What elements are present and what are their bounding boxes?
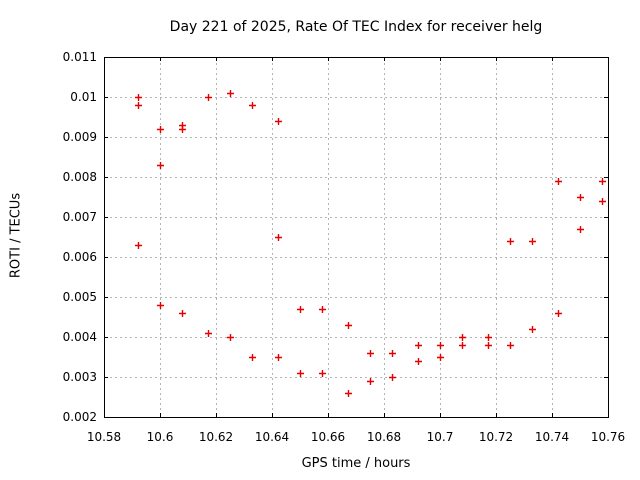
x-tick-label: 10.66	[311, 430, 345, 444]
data-point-marker	[507, 342, 514, 349]
y-tick-label: 0.01	[70, 90, 97, 104]
data-point-marker	[135, 94, 142, 101]
x-axis-label: GPS time / hours	[301, 456, 411, 471]
data-point-marker	[485, 342, 492, 349]
y-tick-label: 0.004	[63, 330, 97, 344]
data-point-marker	[275, 234, 282, 241]
data-point-marker	[345, 390, 352, 397]
data-point-marker	[415, 342, 422, 349]
data-point-marker	[577, 194, 584, 201]
y-tick-label: 0.007	[63, 210, 97, 224]
y-axis-label: ROTI / TECUs	[8, 192, 24, 279]
data-point-marker	[345, 322, 352, 329]
data-point-marker	[367, 350, 374, 357]
data-point-marker	[389, 374, 396, 381]
data-point-marker	[205, 94, 212, 101]
data-point-marker	[437, 354, 444, 361]
data-point-marker	[529, 326, 536, 333]
data-point-marker	[275, 354, 282, 361]
data-point-marker	[599, 198, 606, 205]
data-point-marker	[135, 242, 142, 249]
y-tick-label: 0.003	[63, 370, 97, 384]
x-tick-label: 10.6	[147, 430, 174, 444]
data-point-marker	[297, 370, 304, 377]
x-tick-label: 10.76	[591, 430, 625, 444]
y-tick-label: 0.008	[63, 170, 97, 184]
data-point-marker	[135, 102, 142, 109]
data-point-marker	[319, 370, 326, 377]
data-point-marker	[319, 306, 326, 313]
y-tick-label: 0.002	[63, 410, 97, 424]
data-point-marker	[507, 238, 514, 245]
x-tick-label: 10.68	[367, 430, 401, 444]
x-tick-label: 10.64	[255, 430, 289, 444]
data-point-marker	[599, 178, 606, 185]
data-point-marker	[367, 378, 374, 385]
x-tick-label: 10.74	[535, 430, 569, 444]
data-point-marker	[459, 342, 466, 349]
data-point-marker	[275, 118, 282, 125]
data-point-marker	[249, 354, 256, 361]
data-point-marker	[485, 334, 492, 341]
data-point-marker	[227, 90, 234, 97]
data-point-marker	[157, 162, 164, 169]
y-tick-label: 0.005	[63, 290, 97, 304]
data-point-marker	[577, 226, 584, 233]
data-point-marker	[437, 342, 444, 349]
data-point-marker	[179, 126, 186, 133]
data-point-marker	[529, 238, 536, 245]
data-point-marker	[227, 334, 234, 341]
data-point-marker	[555, 310, 562, 317]
x-tick-label: 10.58	[87, 430, 121, 444]
y-tick-label: 0.011	[63, 50, 97, 64]
data-point-marker	[249, 102, 256, 109]
y-tick-label: 0.009	[63, 130, 97, 144]
data-point-marker	[157, 302, 164, 309]
y-tick-label: 0.006	[63, 250, 97, 264]
data-point-marker	[297, 306, 304, 313]
plot-border	[104, 57, 609, 418]
x-tick-label: 10.62	[199, 430, 233, 444]
data-point-marker	[459, 334, 466, 341]
data-point-marker	[415, 358, 422, 365]
data-point-marker	[555, 178, 562, 185]
data-point-marker	[179, 310, 186, 317]
x-tick-label: 10.7	[427, 430, 454, 444]
chart-title: Day 221 of 2025, Rate Of TEC Index for r…	[169, 19, 543, 35]
x-tick-label: 10.72	[479, 430, 513, 444]
data-point-marker	[157, 126, 164, 133]
data-point-marker	[389, 350, 396, 357]
data-point-marker	[205, 330, 212, 337]
